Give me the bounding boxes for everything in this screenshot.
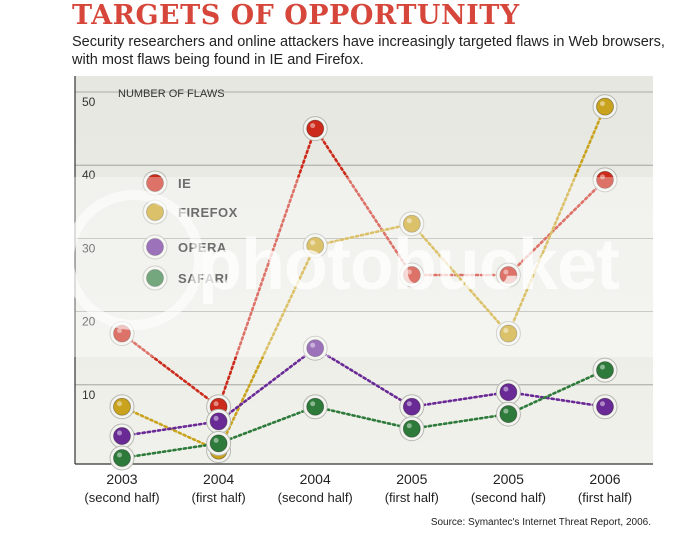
series-line-ie: [120, 125, 607, 409]
data-point-safari: [109, 445, 135, 471]
series-points: [109, 94, 618, 471]
data-point-ie: [109, 321, 135, 347]
x-tick-year: 2005: [493, 471, 524, 487]
data-point-ie: [399, 262, 425, 288]
x-tick-period: (first half): [192, 490, 246, 505]
grid-lines: [75, 91, 653, 386]
x-tick-year: 2005: [396, 471, 427, 487]
data-point-safari: [399, 416, 425, 442]
y-tick-label: 30: [82, 241, 96, 255]
x-tick-period: (second half): [84, 490, 159, 505]
legend-marker-safari: [146, 269, 164, 287]
legend-label-ie: IE: [178, 176, 191, 191]
y-tick-label: 40: [82, 168, 96, 182]
data-point-opera: [109, 423, 135, 449]
x-tick-period: (second half): [471, 490, 546, 505]
data-point-firefox: [109, 394, 135, 420]
x-tick-year: 2004: [203, 471, 234, 487]
series-line-safari: [120, 368, 607, 460]
x-axis: 2003 (second half) 2004 (first half) 2004 (se…: [75, 463, 653, 505]
x-tick-period: (second half): [278, 490, 353, 505]
data-point-firefox: [495, 321, 521, 347]
legend-item-ie: IE: [142, 170, 191, 196]
legend-label-firefox: FIREFOX: [178, 205, 238, 220]
data-point-ie: [592, 167, 618, 193]
legend-label-safari: SAFARI: [178, 271, 229, 286]
x-tick-period: (first half): [578, 490, 632, 505]
legend-label-opera: OPERA: [178, 240, 227, 255]
data-point-safari: [495, 401, 521, 427]
data-point-opera: [302, 335, 328, 361]
data-point-opera: [399, 394, 425, 420]
x-tick-period: (first half): [385, 490, 439, 505]
y-axis-label: NUMBER OF FLAWS: [118, 88, 225, 100]
chart-title: TARGETS OF OPPORTUNITY: [72, 0, 520, 31]
data-point-safari: [206, 430, 232, 456]
y-tick-label: 10: [82, 388, 96, 402]
data-point-firefox: [592, 94, 618, 120]
series-line-opera: [120, 346, 607, 438]
legend: IE FIREFOX OPERA SAFARI: [142, 170, 238, 291]
data-point-ie: [302, 116, 328, 142]
data-point-safari: [592, 357, 618, 383]
data-point-opera: [206, 408, 232, 434]
series-line-firefox: [120, 105, 607, 453]
data-point-opera: [592, 394, 618, 420]
legend-marker-opera: [146, 238, 164, 256]
data-point-firefox: [302, 233, 328, 259]
y-tick-label: 50: [82, 95, 96, 109]
x-tick-year: 2004: [300, 471, 331, 487]
data-point-safari: [302, 394, 328, 420]
series-lines: [120, 105, 607, 460]
data-point-ie: [495, 262, 521, 288]
legend-item-opera: OPERA: [142, 234, 227, 260]
chart-subtitle: Security researchers and online attacker…: [72, 34, 665, 68]
x-tick-year: 2003: [106, 471, 137, 487]
source-note: Source: Symantec's Internet Threat Repor…: [430, 517, 651, 528]
y-tick-label: 20: [82, 315, 96, 329]
legend-marker-firefox: [146, 203, 164, 221]
legend-item-firefox: FIREFOX: [142, 199, 238, 225]
data-point-opera: [495, 379, 521, 405]
data-point-firefox: [399, 211, 425, 237]
legend-marker-ie: [146, 174, 164, 192]
x-tick-year: 2006: [589, 471, 620, 487]
